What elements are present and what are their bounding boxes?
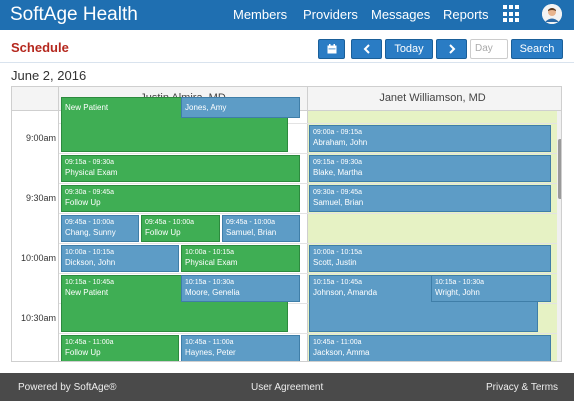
chevron-right-icon bbox=[448, 44, 455, 54]
nav-reports[interactable]: Reports bbox=[443, 7, 489, 22]
header-divider bbox=[0, 62, 574, 63]
calendar-button[interactable] bbox=[318, 39, 345, 59]
appointment-card[interactable]: 10:45a - 11:00a Haynes, Peter bbox=[181, 335, 300, 361]
schedule-date: June 2, 2016 bbox=[11, 68, 87, 83]
time-label: 10:00am bbox=[20, 253, 56, 263]
appointment-card[interactable]: 09:45a - 10:00a Chang, Sunny bbox=[61, 215, 139, 242]
registered-icon: ® bbox=[109, 382, 117, 393]
calendar-icon bbox=[327, 44, 336, 54]
appointment-card[interactable]: 10:45a - 11:00a Follow Up bbox=[61, 335, 179, 361]
appointment-card[interactable]: 09:30a - 09:45a Samuel, Brian bbox=[309, 185, 551, 212]
footer-powered-text: Powered by SoftAge bbox=[18, 382, 110, 393]
time-label: 9:00am bbox=[25, 133, 56, 143]
slot-divider bbox=[12, 273, 557, 274]
user-avatar-icon[interactable] bbox=[542, 4, 562, 24]
schedule-calendar: Justin Almira, MD Janet Williamson, MD 9… bbox=[11, 86, 562, 362]
appointment-card[interactable]: Jones, Amy bbox=[181, 97, 300, 118]
slot-divider bbox=[12, 243, 557, 244]
slot-divider bbox=[12, 153, 557, 154]
appointment-card[interactable]: 09:15a - 09:30a Blake, Martha bbox=[309, 155, 551, 182]
prev-day-button[interactable] bbox=[351, 39, 382, 59]
day-input[interactable]: Day bbox=[470, 39, 508, 59]
appointment-card[interactable]: 10:00a - 10:15a Physical Exam bbox=[181, 245, 300, 272]
chevron-left-icon bbox=[363, 44, 370, 54]
appointment-card[interactable]: 09:45a - 10:00a Samuel, Brian bbox=[222, 215, 300, 242]
next-day-button[interactable] bbox=[436, 39, 467, 59]
appointment-card[interactable]: 10:00a - 10:15a Dickson, John bbox=[61, 245, 179, 272]
appointment-card[interactable]: 10:00a - 10:15a Scott, Justin bbox=[309, 245, 551, 272]
footer-privacy-terms-link[interactable]: Privacy & Terms bbox=[486, 382, 559, 393]
nav-members[interactable]: Members bbox=[233, 7, 288, 22]
scrollbar-thumb[interactable] bbox=[558, 139, 561, 199]
appointment-card[interactable]: 09:00a - 09:15a Abraham, John bbox=[309, 125, 551, 152]
today-button[interactable]: Today bbox=[385, 39, 433, 59]
appointment-card[interactable]: 10:15a - 10:30a Wright, John bbox=[431, 275, 551, 302]
nav-messages[interactable]: Messages bbox=[371, 7, 431, 22]
appointment-card[interactable]: 10:15a - 10:30a Moore, Genelia bbox=[181, 275, 300, 302]
brand-logo[interactable]: SoftAge Health bbox=[10, 4, 138, 25]
top-navbar: SoftAge Health Members Providers Message… bbox=[0, 0, 574, 30]
footer-powered-by: Powered by SoftAge® bbox=[18, 382, 117, 393]
time-label: 9:30am bbox=[25, 193, 56, 203]
calendar-scrollbar[interactable] bbox=[557, 111, 561, 361]
footer-user-agreement-link[interactable]: User Agreement bbox=[251, 382, 324, 393]
grid-icon[interactable] bbox=[503, 5, 521, 23]
appointment-card[interactable]: 09:45a - 10:00a Follow Up bbox=[141, 215, 220, 242]
appointment-card[interactable]: 09:30a - 09:45a Follow Up bbox=[61, 185, 300, 212]
time-gutter: 9:00am 9:30am 10:00am 10:30am bbox=[12, 111, 59, 361]
calendar-body: 9:00am 9:30am 10:00am 10:30am New Patien… bbox=[12, 97, 561, 361]
slot-divider bbox=[12, 213, 557, 214]
page-title: Schedule bbox=[11, 40, 69, 55]
nav-providers[interactable]: Providers bbox=[303, 7, 358, 22]
page-footer: Powered by SoftAge® User Agreement Priva… bbox=[0, 373, 574, 401]
appointment-card[interactable]: 09:15a - 09:30a Physical Exam bbox=[61, 155, 300, 182]
slot-divider bbox=[12, 333, 557, 334]
search-button[interactable]: Search bbox=[511, 39, 563, 59]
provider-header: Janet Williamson, MD bbox=[307, 87, 557, 110]
time-label: 10:30am bbox=[20, 313, 56, 323]
appointment-card[interactable]: 10:45a - 11:00a Jackson, Amma bbox=[309, 335, 551, 361]
slot-divider bbox=[12, 183, 557, 184]
